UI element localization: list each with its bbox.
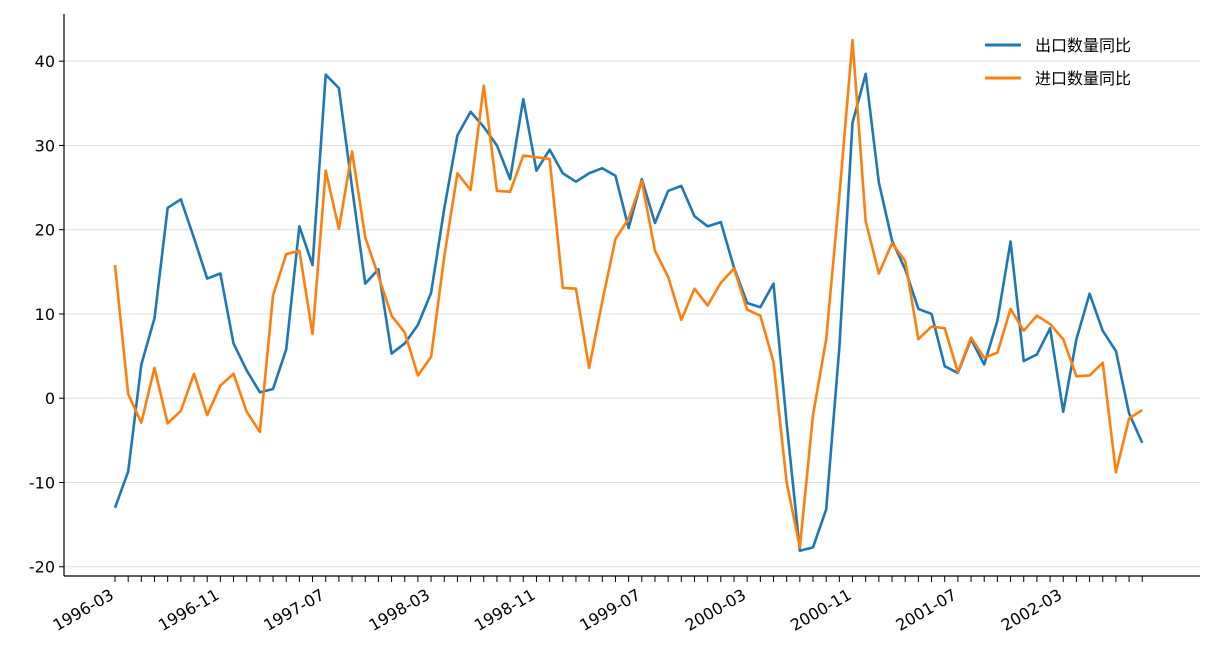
legend-label: 出口数量同比 — [1035, 36, 1131, 55]
x-tick-label: 2000-11 — [787, 585, 854, 635]
x-tick-label: 1998-03 — [366, 585, 433, 635]
x-tick-label: 1998-11 — [471, 585, 538, 635]
legend-label: 进口数量同比 — [1035, 69, 1131, 88]
x-tick-label: 1997-07 — [260, 585, 327, 635]
x-tick-label: 1996-03 — [50, 585, 117, 635]
y-tick-label: 30 — [35, 136, 55, 155]
y-tick-label: 40 — [35, 52, 55, 71]
x-tick-label: 2001-07 — [892, 585, 959, 635]
x-tick-label: 2000-03 — [682, 585, 749, 635]
x-tick-label: 2002-03 — [998, 585, 1065, 635]
y-tick-label: 0 — [45, 389, 55, 408]
y-tick-label: 10 — [35, 305, 55, 324]
x-tick-label: 1996-11 — [155, 585, 222, 635]
y-tick-label: -20 — [29, 558, 55, 577]
y-tick-label: 20 — [35, 221, 55, 240]
x-tick-label: 1999-07 — [576, 585, 643, 635]
y-tick-label: -10 — [29, 473, 55, 492]
series-line — [113, 38, 1143, 549]
